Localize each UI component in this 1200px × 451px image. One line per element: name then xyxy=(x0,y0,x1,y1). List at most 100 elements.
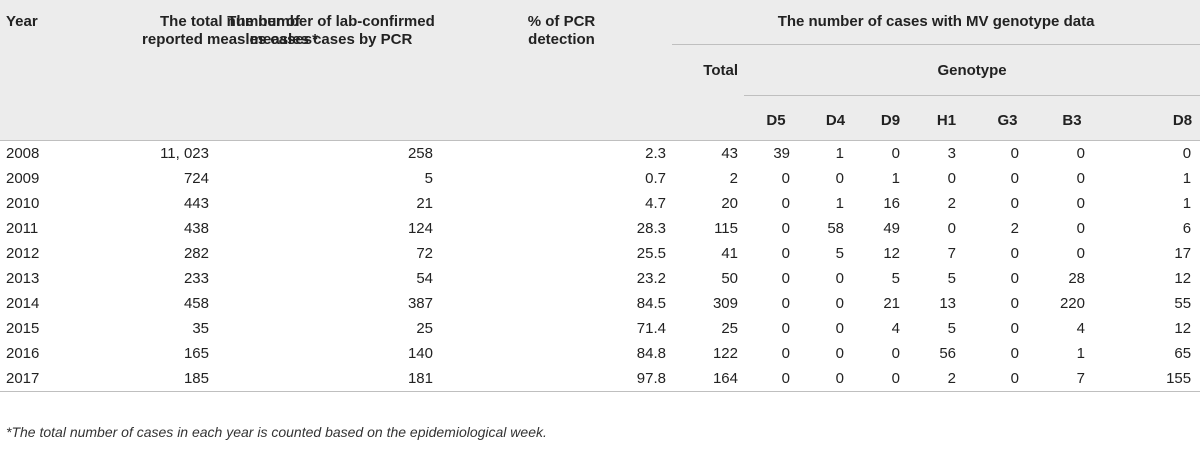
table-row: 2010 443 21 4.7 20 0 1 16 2 0 0 1 xyxy=(0,191,1200,216)
cell-genotype-d8: 17 xyxy=(1174,244,1192,262)
cell-genotype-b3: 0 xyxy=(1076,219,1085,237)
cell-pcr-detection: 71.4 xyxy=(636,319,666,337)
cell-genotype-d8: 65 xyxy=(1174,344,1192,362)
cell-confirmed: 181 xyxy=(211,365,451,392)
cell-confirmed: 140 xyxy=(407,344,433,362)
cell-pcr-detection: 84.8 xyxy=(636,344,666,362)
cell-genotype-b3: 0 xyxy=(1040,139,1104,166)
cell-genotype-h1: 7 xyxy=(947,244,956,262)
table-row: 2015 35 25 71.4 25 0 0 4 5 0 4 12 xyxy=(0,316,1200,341)
table-row: 2008 11, 023 258 2.3 43 39 1 0 3 0 0 0 xyxy=(0,139,1200,166)
cell-total: 43 xyxy=(672,139,744,166)
cell-genotype-d9: 49 xyxy=(883,219,900,237)
cell-year: 2017 xyxy=(0,365,70,392)
header-year: Year xyxy=(6,13,38,30)
cell-genotype-d8: 12 xyxy=(1174,319,1192,337)
cell-genotype-d4: 1 xyxy=(808,139,863,166)
cell-reported: 443 xyxy=(183,194,209,212)
cell-genotype-b3: 0 xyxy=(1076,169,1085,187)
cell-pcr-detection: 23.2 xyxy=(636,269,666,287)
cell-confirmed: 124 xyxy=(407,219,433,237)
cell-genotype-d4: 58 xyxy=(827,219,844,237)
table-row: 2013 233 54 23.2 50 0 0 5 5 0 28 12 xyxy=(0,266,1200,291)
cell-reported: 458 xyxy=(183,294,209,312)
table-row: 2014 458 387 84.5 309 0 0 21 13 0 220 55 xyxy=(0,291,1200,316)
cell-genotype-h1: 56 xyxy=(939,344,956,362)
cell-year: 2008 xyxy=(0,139,70,166)
cell-total: 164 xyxy=(672,365,744,392)
cell-genotype-d9: 5 xyxy=(891,269,900,287)
cell-genotype-g3: 0 xyxy=(1010,269,1019,287)
cell-year: 2013 xyxy=(6,269,40,287)
cell-genotype-b3: 7 xyxy=(1040,365,1104,392)
cell-pcr-detection: 4.7 xyxy=(645,194,666,212)
cell-genotype-d9: 0 xyxy=(863,139,918,166)
header-pcr-detection: % of PCR detection xyxy=(527,13,596,48)
cell-pcr-detection: 84.5 xyxy=(636,294,666,312)
cell-total: 41 xyxy=(721,244,738,262)
header-genotype: Genotype xyxy=(744,44,1200,96)
cell-reported: 724 xyxy=(183,169,209,187)
header-genotype-d9: D9 xyxy=(880,111,901,129)
cell-genotype-d4: 0 xyxy=(835,169,844,187)
cell-genotype-d4: 0 xyxy=(835,269,844,287)
header-genotype-h1: H1 xyxy=(936,111,957,129)
cell-genotype-d5: 0 xyxy=(781,194,790,212)
cell-confirmed: 72 xyxy=(416,244,433,262)
cell-genotype-g3: 0 xyxy=(975,139,1040,166)
cell-genotype-g3: 2 xyxy=(1010,219,1019,237)
cell-genotype-d8: 1 xyxy=(1182,169,1192,187)
cell-genotype-d4: 5 xyxy=(835,244,844,262)
cell-reported: 165 xyxy=(183,344,209,362)
cell-genotype-b3: 1 xyxy=(1076,344,1085,362)
header-genotype-d5: D5 xyxy=(766,111,786,129)
cell-genotype-d9: 1 xyxy=(891,169,900,187)
cell-pcr-detection: 0.7 xyxy=(645,169,666,187)
cell-genotype-d4: 1 xyxy=(835,194,844,212)
cell-genotype-d9: 12 xyxy=(883,244,900,262)
header-total: Total xyxy=(703,61,738,79)
cell-genotype-d9: 21 xyxy=(883,294,900,312)
cell-genotype-h1: 5 xyxy=(947,319,956,337)
cell-genotype-g3: 0 xyxy=(1010,294,1019,312)
cell-genotype-d9: 0 xyxy=(863,365,918,392)
cell-genotype-d4: 0 xyxy=(808,365,863,392)
cell-total: 2 xyxy=(729,169,738,187)
cell-total: 309 xyxy=(712,294,738,312)
cell-genotype-d8: 12 xyxy=(1174,269,1192,287)
cell-genotype-g3: 0 xyxy=(1010,319,1019,337)
cell-genotype-g3: 0 xyxy=(975,365,1040,392)
table-row: 2017 185 181 97.8 164 0 0 0 2 0 7 155 xyxy=(0,365,1200,392)
cell-pcr-detection: 2.3 xyxy=(451,139,672,166)
cell-confirmed: 258 xyxy=(211,139,451,166)
cell-genotype-d5: 0 xyxy=(781,219,790,237)
header-lab-confirmed: The number of lab-confirmed measles case… xyxy=(227,13,435,48)
cell-pcr-detection: 28.3 xyxy=(636,219,666,237)
table-row: 2009 724 5 0.7 2 0 0 1 0 0 0 1 xyxy=(0,166,1200,191)
cell-genotype-b3: 4 xyxy=(1076,319,1085,337)
cell-genotype-b3: 28 xyxy=(1068,269,1085,287)
cell-genotype-d5: 0 xyxy=(744,365,808,392)
cell-genotype-d5: 0 xyxy=(781,294,790,312)
cell-confirmed: 25 xyxy=(416,319,433,337)
cell-pcr-detection: 25.5 xyxy=(636,244,666,262)
cell-genotype-d4: 0 xyxy=(835,294,844,312)
cell-genotype-h1: 2 xyxy=(947,194,956,212)
cell-year: 2016 xyxy=(6,344,40,362)
cell-genotype-b3: 0 xyxy=(1076,194,1085,212)
cell-reported: 11, 023 xyxy=(70,139,211,166)
cell-genotype-g3: 0 xyxy=(1010,169,1019,187)
header-genotype-d8: D8 xyxy=(1172,111,1193,129)
cell-genotype-h1: 0 xyxy=(947,219,956,237)
cell-genotype-h1: 0 xyxy=(947,169,956,187)
cell-confirmed: 54 xyxy=(416,269,433,287)
table-row: 2012 282 72 25.5 41 0 5 12 7 0 0 17 xyxy=(0,241,1200,266)
cell-year: 2009 xyxy=(6,169,40,187)
cell-genotype-d5: 0 xyxy=(781,169,790,187)
cell-genotype-d5: 0 xyxy=(781,269,790,287)
header-genotype-d4: D4 xyxy=(825,111,846,129)
header-genotype-g3: G3 xyxy=(997,111,1018,129)
cell-genotype-h1: 5 xyxy=(947,269,956,287)
header-genotype-b3: B3 xyxy=(1062,111,1082,129)
cell-genotype-h1: 3 xyxy=(918,139,975,166)
